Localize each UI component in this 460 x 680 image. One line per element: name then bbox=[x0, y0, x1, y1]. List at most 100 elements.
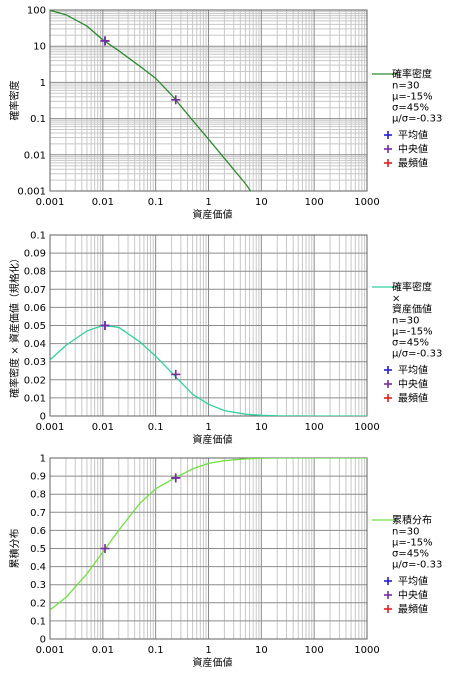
y-tick-label: 1 bbox=[40, 454, 46, 465]
y-tick-label: 10 bbox=[33, 42, 46, 53]
legend-marker-label: 平均値 bbox=[398, 575, 428, 588]
legend-marker-swatch bbox=[384, 131, 392, 139]
x-tick-label: 0.1 bbox=[148, 197, 164, 208]
marker-point bbox=[171, 95, 181, 105]
x-tick-label: 10 bbox=[255, 645, 268, 656]
legend-marker-label: 中央値 bbox=[398, 378, 428, 391]
y-tick-label: 0.001 bbox=[17, 187, 46, 198]
legend-text: μ/σ=-0.33 bbox=[392, 560, 442, 571]
legend-marker-label: 最頻値 bbox=[398, 603, 428, 616]
x-tick-label: 0.01 bbox=[92, 645, 114, 656]
series-line bbox=[50, 324, 367, 416]
legend-marker-label: 最頻値 bbox=[398, 157, 428, 170]
legend-marker-swatch bbox=[384, 591, 392, 599]
y-tick-label: 100 bbox=[27, 6, 46, 17]
legend-text: n=30 bbox=[392, 81, 419, 92]
x-tick-label: 0.001 bbox=[36, 422, 65, 433]
legend-text: n=30 bbox=[392, 527, 419, 538]
legend-text: σ=45% bbox=[392, 103, 429, 114]
x-tick-label: 100 bbox=[305, 645, 324, 656]
y-tick-label: 0.1 bbox=[30, 231, 46, 242]
legend-text: μ=-15% bbox=[392, 327, 433, 338]
x-tick-label: 0.01 bbox=[92, 197, 114, 208]
chart-panel-3: 0.001 0.01 0.1 1 10 100 1000 0 0.1 0.2 0.3 0.4 0.5 0.… bbox=[8, 454, 442, 670]
y-tick-label: 0.7 bbox=[30, 508, 46, 519]
y-tick-label: 0.6 bbox=[30, 526, 46, 537]
y-tick-label: 0.07 bbox=[24, 285, 46, 296]
legend-text: σ=45% bbox=[392, 338, 429, 349]
legend-text: 累積分布 bbox=[392, 514, 432, 527]
x-tick-label: 0.01 bbox=[92, 422, 114, 433]
legend-text: × bbox=[392, 294, 400, 305]
x-tick-label: 1000 bbox=[354, 197, 379, 208]
y-axis-label: 確率密度 × 資産価値（規格化） bbox=[8, 253, 21, 398]
x-tick-label: 0.001 bbox=[36, 197, 65, 208]
marker-point bbox=[100, 544, 110, 553]
legend-marker-swatch bbox=[384, 145, 392, 153]
x-tick-label: 0.1 bbox=[148, 422, 164, 433]
y-tick-label: 0.01 bbox=[24, 150, 46, 161]
legend-marker-label: 平均値 bbox=[398, 364, 428, 377]
y-tick-label: 0.06 bbox=[24, 303, 46, 314]
y-tick-label: 0 bbox=[40, 635, 46, 646]
legend-marker-swatch bbox=[384, 366, 392, 374]
legend-text: 確率密度 bbox=[392, 68, 432, 81]
legend-marker-swatch bbox=[384, 577, 392, 585]
y-tick-label: 0.1 bbox=[30, 114, 46, 125]
marker-point bbox=[100, 36, 110, 46]
chart-panel-1: 0.001 0.01 0.1 1 10 100 1000 0.001 0.01 0.1 1 10 100… bbox=[8, 6, 442, 222]
y-tick-label: 1 bbox=[40, 78, 46, 89]
y-tick-label: 0.4 bbox=[30, 562, 46, 573]
y-tick-label: 0.9 bbox=[30, 472, 46, 483]
x-tick-label: 1000 bbox=[354, 422, 379, 433]
x-tick-label: 0.1 bbox=[148, 645, 164, 656]
marker-point bbox=[171, 473, 181, 483]
x-axis-label: 資産価値 bbox=[193, 656, 233, 669]
y-axis-label: 累積分布 bbox=[8, 529, 21, 569]
series-line bbox=[50, 10, 252, 191]
y-tick-label: 0.1 bbox=[30, 616, 46, 627]
legend-marker-label: 平均値 bbox=[398, 129, 428, 142]
x-tick-label: 10 bbox=[255, 197, 268, 208]
x-tick-label: 10 bbox=[255, 422, 268, 433]
x-tick-label: 1 bbox=[205, 645, 211, 656]
plot-frame bbox=[49, 9, 368, 192]
x-tick-label: 100 bbox=[305, 422, 324, 433]
y-tick-label: 0.8 bbox=[30, 490, 46, 501]
legend-marker-swatch bbox=[384, 394, 392, 402]
y-tick-label: 0.02 bbox=[24, 375, 46, 386]
plot-frame bbox=[49, 457, 368, 640]
x-tick-label: 0.001 bbox=[36, 645, 65, 656]
legend-marker-swatch bbox=[384, 159, 392, 167]
x-tick-label: 1000 bbox=[354, 645, 379, 656]
series-line bbox=[50, 458, 367, 611]
y-tick-label: 0.03 bbox=[24, 357, 46, 368]
legend-text: 確率密度 bbox=[392, 281, 432, 294]
legend-marker-label: 中央値 bbox=[398, 143, 428, 156]
legend-text: σ=45% bbox=[392, 549, 429, 560]
legend-text: n=30 bbox=[392, 316, 419, 327]
legend-text: μ/σ=-0.33 bbox=[392, 114, 442, 125]
y-tick-label: 0.2 bbox=[30, 598, 46, 609]
x-tick-label: 100 bbox=[305, 197, 324, 208]
legend-text: μ/σ=-0.33 bbox=[392, 349, 442, 360]
legend-text: 資産価値 bbox=[392, 303, 432, 316]
y-tick-label: 0.05 bbox=[24, 321, 46, 332]
chart-panel-2: 0.001 0.01 0.1 1 10 100 1000 0 0.01 0.02 0.03 0.04 0… bbox=[8, 231, 442, 447]
x-axis-label: 資産価値 bbox=[193, 433, 233, 446]
y-tick-label: 0.08 bbox=[24, 267, 46, 278]
y-tick-label: 0.5 bbox=[30, 544, 46, 555]
x-tick-label: 1 bbox=[205, 197, 211, 208]
y-tick-label: 0.01 bbox=[24, 393, 46, 404]
y-tick-label: 0.04 bbox=[24, 339, 46, 350]
legend-marker-swatch bbox=[384, 605, 392, 613]
marker-point bbox=[100, 321, 110, 330]
legend-marker-swatch bbox=[384, 380, 392, 388]
y-axis-label: 確率密度 bbox=[8, 81, 21, 121]
y-tick-label: 0 bbox=[40, 412, 46, 423]
marker-point bbox=[171, 369, 181, 379]
